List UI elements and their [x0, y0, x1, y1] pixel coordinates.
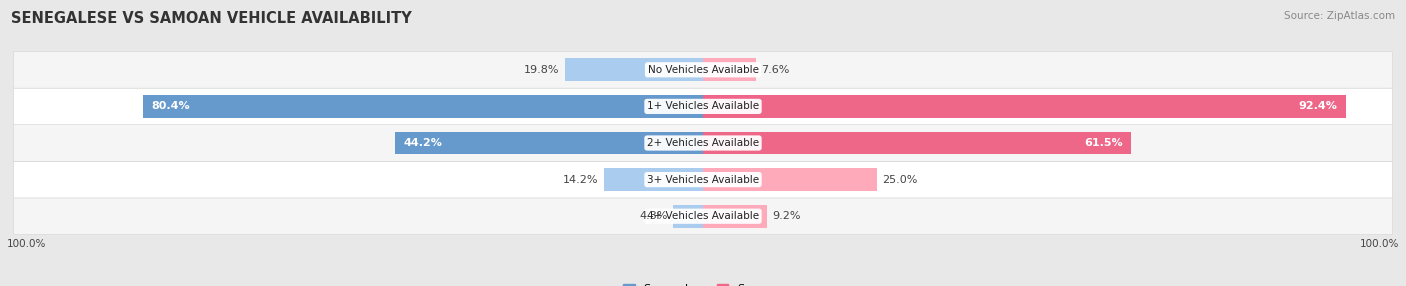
Text: 25.0%: 25.0%	[883, 175, 918, 184]
Bar	[605, 168, 703, 191]
FancyBboxPatch shape	[14, 198, 1392, 235]
Text: 61.5%: 61.5%	[1084, 138, 1122, 148]
Text: 80.4%: 80.4%	[152, 102, 190, 111]
Text: 100.0%: 100.0%	[7, 239, 46, 249]
Bar	[673, 205, 703, 228]
Text: 2+ Vehicles Available: 2+ Vehicles Available	[647, 138, 759, 148]
Bar	[703, 205, 768, 228]
Bar	[565, 58, 703, 81]
FancyBboxPatch shape	[14, 51, 1392, 88]
FancyBboxPatch shape	[14, 88, 1392, 125]
Text: 92.4%: 92.4%	[1299, 102, 1337, 111]
Text: 7.6%: 7.6%	[762, 65, 790, 75]
Text: 1+ Vehicles Available: 1+ Vehicles Available	[647, 102, 759, 111]
Text: 9.2%: 9.2%	[773, 211, 801, 221]
Legend: Senegalese, Samoan: Senegalese, Samoan	[619, 279, 787, 286]
Text: 100.0%: 100.0%	[1360, 239, 1399, 249]
Bar	[703, 58, 756, 81]
Text: No Vehicles Available: No Vehicles Available	[648, 65, 758, 75]
Text: 14.2%: 14.2%	[564, 175, 599, 184]
Bar	[703, 132, 1130, 154]
Text: 44.2%: 44.2%	[404, 138, 443, 148]
Text: 4+ Vehicles Available: 4+ Vehicles Available	[647, 211, 759, 221]
Text: 3+ Vehicles Available: 3+ Vehicles Available	[647, 175, 759, 184]
Bar	[143, 95, 703, 118]
Text: SENEGALESE VS SAMOAN VEHICLE AVAILABILITY: SENEGALESE VS SAMOAN VEHICLE AVAILABILIT…	[11, 11, 412, 26]
Text: Source: ZipAtlas.com: Source: ZipAtlas.com	[1284, 11, 1395, 21]
Bar	[395, 132, 703, 154]
Text: 19.8%: 19.8%	[524, 65, 560, 75]
FancyBboxPatch shape	[14, 125, 1392, 161]
FancyBboxPatch shape	[14, 161, 1392, 198]
Bar	[703, 168, 877, 191]
Text: 4.3%: 4.3%	[640, 211, 668, 221]
Bar	[703, 95, 1346, 118]
